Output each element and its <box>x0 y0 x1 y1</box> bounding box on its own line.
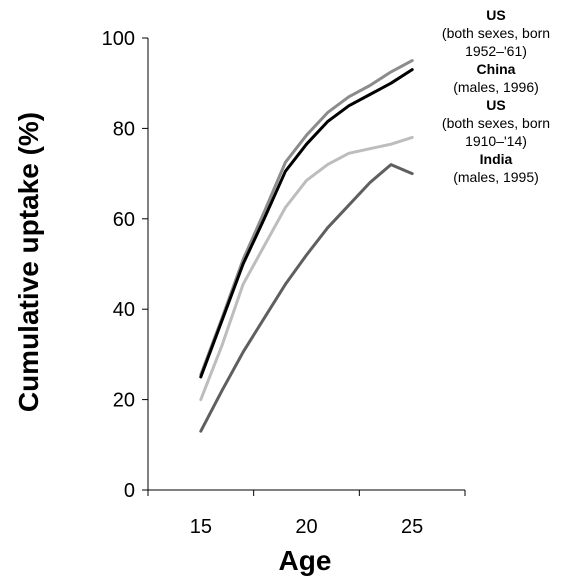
chart-series <box>199 59 414 433</box>
y-axis-title: Cumulative uptake (%) <box>13 112 44 412</box>
x-axis-title: Age <box>279 545 332 576</box>
legend-entry-description: (both sexes, born <box>442 25 550 41</box>
x-tick-label: 15 <box>190 516 212 538</box>
legend-entry-name: US <box>486 7 505 23</box>
legend-entry-description: (both sexes, born <box>442 115 550 131</box>
y-tick-label: 40 <box>113 299 135 321</box>
y-tick-label: 0 <box>124 480 135 502</box>
legend-entry-name: China <box>477 61 516 77</box>
chart-axes <box>147 38 465 491</box>
x-tick-label: 20 <box>295 516 317 538</box>
x-tick-label: 25 <box>401 516 423 538</box>
series-line-3 <box>199 135 414 402</box>
chart-ticks: 0 20 40 60 80 100 15 20 25 <box>102 28 466 538</box>
legend-entry-description: 1910–'14) <box>465 133 527 149</box>
legend-entry-description: (males, 1995) <box>453 169 539 185</box>
legend-entry-name: US <box>486 97 505 113</box>
series-line-4 <box>199 163 414 433</box>
y-tick-label: 80 <box>113 118 135 140</box>
y-tick-label: 20 <box>113 390 135 412</box>
legend-entry-name: India <box>480 151 513 167</box>
chart-legend: US (both sexes, born 1952–'61) China (males,… <box>442 7 550 185</box>
legend-entry-description: 1952–'61) <box>465 43 527 59</box>
legend-entry-description: (males, 1996) <box>453 79 539 95</box>
series-line-1 <box>199 59 414 377</box>
series-line-2 <box>199 68 414 379</box>
y-tick-label: 60 <box>113 209 135 231</box>
y-tick-label: 100 <box>102 28 135 50</box>
